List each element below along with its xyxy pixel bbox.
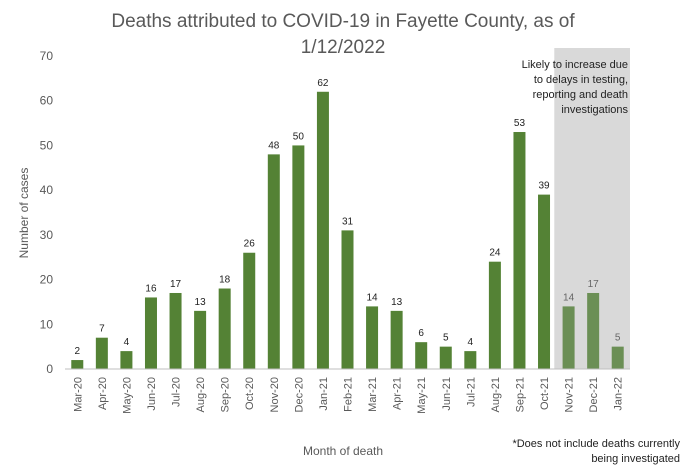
data-label: 62 [317,78,329,89]
x-tick-label: Jan-21 [318,377,330,411]
bar [71,360,84,369]
data-label: 7 [99,324,105,335]
annotation-line: to delays in testing, [533,74,628,86]
bar [366,306,379,369]
x-tick-label: Jun-21 [441,377,453,411]
y-tick-label: 30 [40,228,54,242]
x-tick-label: Nov-20 [269,377,281,412]
bar [538,194,551,369]
bar [316,91,329,370]
footnote-line: *Does not include deaths currently [512,438,680,450]
data-label: 24 [489,248,501,259]
data-label: 5 [443,333,449,344]
y-tick-label: 20 [40,273,54,287]
x-tick-label: Oct-21 [539,377,551,410]
x-tick-label: Jul-21 [465,377,477,407]
shaded-region-annotation: Likely to increase due to delays in test… [490,58,628,118]
y-tick-label: 70 [40,49,54,63]
x-tick-label: Oct-20 [244,377,256,410]
footnote-line: being investigated [591,453,680,465]
x-tick-label: Aug-21 [490,377,502,412]
bar [587,292,600,369]
data-label: 16 [145,283,157,294]
bar [95,337,108,369]
x-tick-label: Apr-21 [392,377,404,410]
bar [144,297,157,369]
x-tick-label: Aug-20 [195,377,207,412]
data-label: 39 [538,181,550,192]
footnote: *Does not include deaths currently being… [480,437,680,467]
x-tick-label: Jul-20 [171,377,183,407]
y-tick-label: 60 [40,94,54,108]
annotation-line: investigations [561,104,628,116]
chart-title: Deaths attributed to COVID-19 in Fayette… [111,11,575,32]
data-label: 13 [195,297,207,308]
bar [169,292,182,369]
y-axis: 0 10 20 30 40 50 60 70 [40,49,54,376]
bar [218,288,231,369]
x-tick-label: Dec-20 [293,377,305,412]
x-tick-label: Apr-20 [97,377,109,410]
data-label: 14 [563,292,575,303]
data-label: 4 [468,337,474,348]
x-tick-label: Jan-22 [613,377,625,411]
bar [390,310,403,369]
x-tick-label: Dec-21 [588,377,600,412]
bar [562,306,575,369]
x-tick-label: Sep-21 [514,377,526,412]
y-axis-label: Number of cases [17,167,31,259]
bar [341,230,354,369]
bar [439,346,452,369]
data-label: 48 [268,140,280,151]
y-tick-label: 10 [40,317,54,331]
data-labels: 2 7 4 16 17 13 18 26 48 50 62 31 14 13 6 5 4 24 53 39 14 17 5 [75,78,621,357]
data-label: 31 [342,216,354,227]
x-tick-label: Mar-21 [367,377,379,412]
bar [267,154,280,369]
data-label: 17 [170,279,182,290]
bar [243,252,256,369]
annotation-line: Likely to increase due [521,59,628,71]
data-label: 17 [588,279,600,290]
bar [464,351,477,369]
y-tick-label: 40 [40,183,54,197]
x-axis-label: Month of death [302,444,384,458]
x-tick-label: Jun-20 [146,377,158,411]
x-tick-label: Feb-21 [343,377,355,412]
bar [611,346,624,369]
bar [488,261,501,369]
chart-title-date: 1/12/2022 [300,37,386,58]
data-label: 26 [244,239,256,250]
y-tick-label: 50 [40,138,54,152]
data-label: 5 [615,333,621,344]
bar [292,145,305,369]
data-label: 18 [219,275,231,286]
data-label: 53 [514,118,526,129]
bar [513,132,526,369]
bars [71,91,624,370]
data-label: 13 [391,297,403,308]
y-tick-label: 0 [46,362,53,376]
data-label: 14 [367,292,379,303]
data-label: 50 [293,131,305,142]
x-tick-label: Sep-20 [220,377,232,412]
data-label: 6 [418,328,424,339]
data-label: 2 [75,346,81,357]
x-tick-label: May-20 [121,377,133,414]
x-tick-label: Nov-21 [564,377,576,412]
data-label: 4 [124,337,130,348]
x-axis: Mar-20 Apr-20 May-20 Jun-20 Jul-20 Aug-20 Sep-… [72,377,624,414]
annotation-line: reporting and death [532,89,628,101]
bar [194,310,207,369]
bar [415,342,428,369]
bar [120,351,133,369]
x-tick-label: Mar-20 [72,377,84,412]
x-tick-label: May-21 [416,377,428,414]
